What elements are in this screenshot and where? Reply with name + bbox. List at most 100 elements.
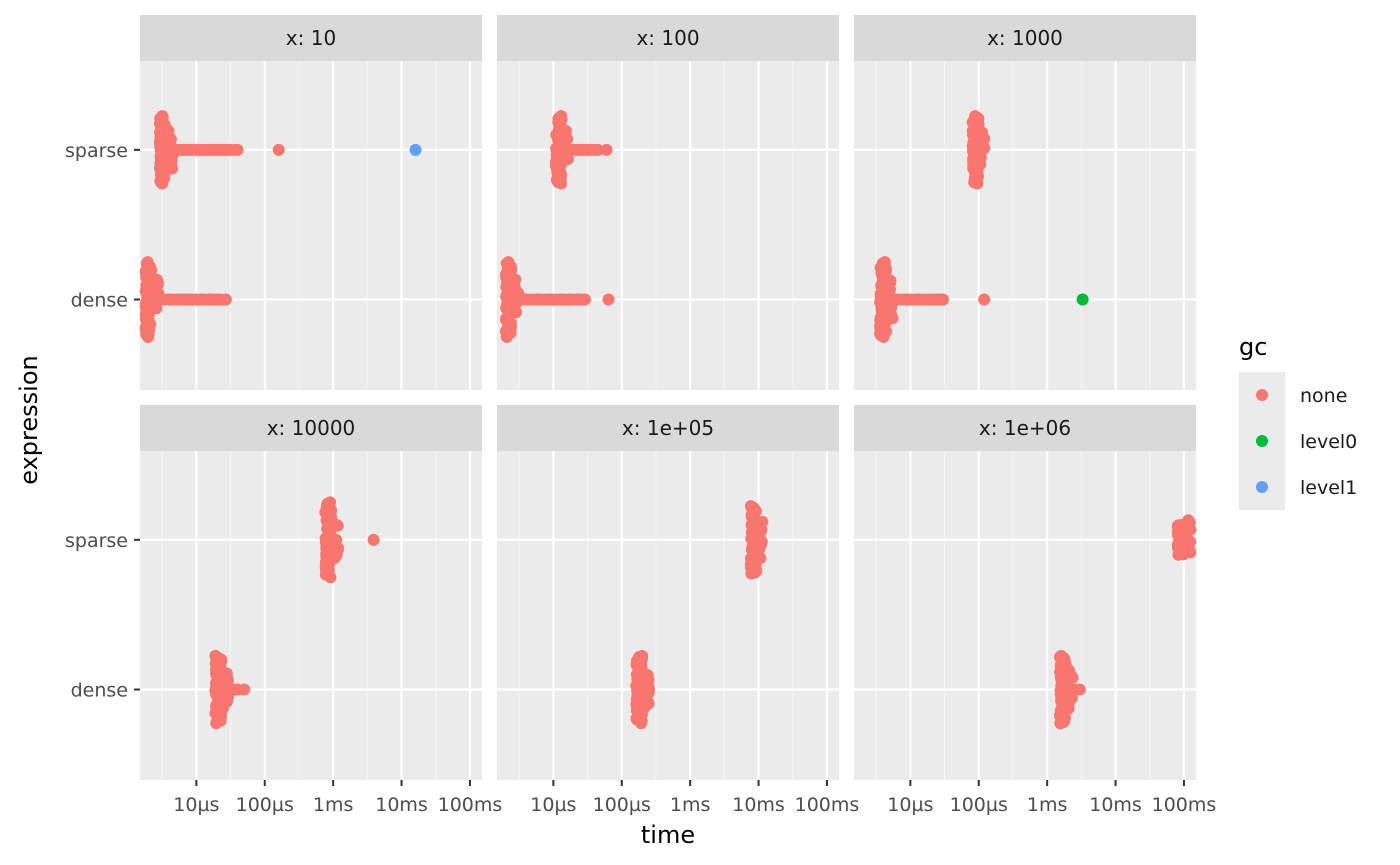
data-point (210, 717, 223, 730)
data-point (971, 177, 984, 190)
data-point (219, 293, 232, 306)
data-point (162, 124, 175, 137)
y-tick-label: sparse (65, 530, 128, 552)
x-tick-label: 1ms (1027, 794, 1068, 816)
data-point (578, 293, 591, 306)
data-point (561, 152, 574, 165)
data-point (193, 143, 206, 156)
facet-panel: x: 10 (139, 15, 482, 390)
panel-background (497, 451, 839, 780)
x-axis-title: time (641, 821, 695, 849)
data-point (901, 293, 914, 306)
x-tick-label: 100ms (1152, 794, 1217, 816)
data-point (754, 552, 767, 565)
data-point (559, 143, 572, 156)
data-point (151, 278, 164, 291)
data-point (889, 293, 902, 306)
data-point (156, 177, 169, 190)
facet-title: x: 1000 (987, 26, 1063, 50)
data-point (142, 330, 155, 343)
x-tick-label: 100ms (438, 794, 503, 816)
facet-title: x: 10000 (267, 416, 356, 440)
data-point (1073, 683, 1086, 696)
data-point (163, 293, 176, 306)
data-point (1054, 717, 1067, 730)
data-point (175, 293, 188, 306)
data-point (886, 312, 899, 325)
data-point (640, 672, 653, 685)
x-tick-label: 100ms (795, 794, 860, 816)
data-point (202, 143, 215, 156)
data-point (329, 533, 342, 546)
data-point (183, 293, 196, 306)
data-point (754, 520, 767, 533)
data-point (231, 143, 244, 156)
facet-title: x: 10 (286, 26, 336, 50)
x-tick-label: 10ms (732, 794, 785, 816)
x-tick-label: 10µs (530, 794, 576, 816)
data-point (976, 143, 989, 156)
data-point (520, 293, 533, 306)
panel-background (140, 61, 482, 390)
data-point (751, 533, 764, 546)
data-point (508, 277, 521, 290)
facet-panel: x: 100 (497, 15, 839, 390)
x-tick-label: 10ms (375, 794, 428, 816)
facet-strip (497, 405, 839, 451)
data-point (600, 143, 613, 156)
facet-title: x: 1e+06 (979, 416, 1071, 440)
facet-panel: x: 1000 (854, 15, 1196, 390)
data-point (183, 143, 196, 156)
data-point (575, 143, 588, 156)
data-point (164, 158, 177, 171)
panel-background (497, 61, 839, 390)
y-tick-label: dense (71, 290, 128, 312)
facet-strip (854, 15, 1196, 61)
facet-panel: x: 10000 (140, 405, 482, 780)
legend-label: none (1300, 385, 1347, 407)
facet-strip (497, 15, 839, 61)
data-point (1076, 293, 1089, 306)
facet-panel: x: 1e+05 (497, 405, 839, 780)
data-point (367, 533, 380, 546)
panel-background (854, 451, 1196, 780)
data-point (978, 293, 991, 306)
data-point (195, 293, 208, 306)
facet-title: x: 1e+05 (622, 416, 714, 440)
data-point (220, 670, 233, 683)
x-tick-label: 100µs (236, 794, 294, 816)
x-tick-label: 10ms (1089, 794, 1142, 816)
data-point (324, 571, 337, 584)
y-tick-label: sparse (65, 140, 128, 162)
data-point (561, 133, 574, 146)
facet-strip (854, 405, 1196, 451)
panel-background (140, 451, 482, 780)
data-point (555, 177, 568, 190)
data-point (409, 143, 422, 156)
data-point (544, 293, 557, 306)
data-point (218, 143, 231, 156)
data-point (745, 567, 758, 580)
data-point (1176, 533, 1189, 546)
legend-key (1256, 481, 1268, 493)
facet-strip (140, 15, 482, 61)
data-point (555, 293, 568, 306)
legend: gc none level0 level1 (1239, 333, 1357, 510)
data-point (936, 293, 949, 306)
x-tick-label: 1ms (313, 794, 354, 816)
y-axis-title: expression (15, 355, 43, 484)
data-point (642, 683, 655, 696)
data-point (330, 518, 343, 531)
data-point (1066, 671, 1079, 684)
x-tick-label: 1ms (670, 794, 711, 816)
legend-title: gc (1239, 333, 1267, 361)
legend-key (1256, 435, 1268, 447)
x-tick-label: 10µs (173, 794, 219, 816)
data-point (1062, 702, 1075, 715)
legend-key (1256, 389, 1268, 401)
x-tick-label: 10µs (887, 794, 933, 816)
legend-label: level1 (1300, 477, 1357, 499)
data-point (602, 293, 615, 306)
legend-label: level0 (1300, 431, 1357, 453)
